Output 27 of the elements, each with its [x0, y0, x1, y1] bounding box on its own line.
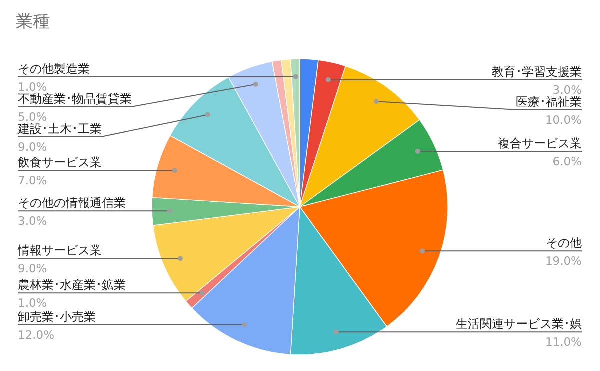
data-label: 5.0% — [18, 110, 48, 124]
data-label: 3.0% — [18, 214, 48, 228]
data-label: 10.0% — [545, 112, 582, 127]
data-label: 6.0% — [552, 154, 582, 169]
slice-label: 建設･土木･工業 — [17, 122, 102, 136]
slice-label: その他 — [546, 236, 582, 250]
slice-label: 教育･学習支援業 — [492, 64, 582, 79]
slice-label: 農林業･水産業･鉱業 — [18, 278, 126, 292]
data-label: 1.0% — [18, 296, 48, 310]
slice-label: その他の情報通信業 — [18, 196, 126, 210]
chart-title: 業種 — [16, 12, 50, 32]
slice-label: 不動産業･物品賃貸業 — [18, 92, 132, 106]
data-label: 7.0% — [18, 174, 48, 188]
slice-label: 生活関連サービス業･娯 — [456, 317, 582, 332]
slice-label: その他製造業 — [18, 62, 90, 76]
slice-label: 飲食サービス業 — [18, 156, 102, 170]
slice-label: 卸売業･小売業 — [18, 310, 96, 324]
data-label: 9.0% — [18, 262, 48, 276]
slice-label: 複合サービス業 — [498, 136, 582, 151]
data-label: 12.0% — [18, 328, 55, 342]
slice-label: 医療･福祉業 — [516, 94, 582, 109]
data-label: 9.0% — [18, 140, 48, 154]
data-label: 19.0% — [545, 254, 582, 268]
slice-label: 情報サービス業 — [17, 244, 102, 258]
data-label: 11.0% — [545, 335, 582, 350]
data-label: 1.0% — [18, 80, 48, 94]
data-label: 3.0% — [552, 82, 582, 97]
